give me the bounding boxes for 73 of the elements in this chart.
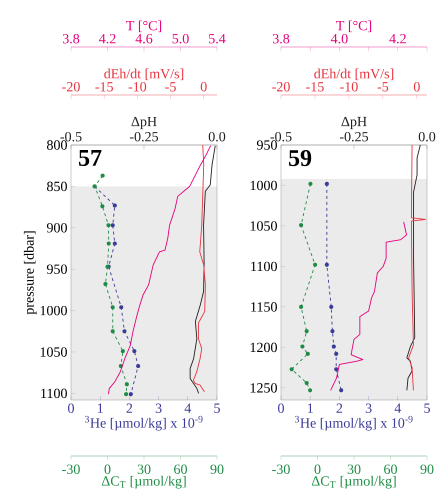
- x-tick-label: 0: [104, 464, 110, 474]
- x-tick-label: 60: [384, 464, 397, 474]
- x-tick-label: -5: [165, 82, 176, 92]
- x-tick-label: -15: [306, 82, 324, 92]
- x2-tick-label: -0.5: [60, 132, 82, 142]
- y-tick-label: 1250: [250, 383, 277, 393]
- x-tick-label: -10: [340, 82, 358, 92]
- x-tick-label: 30: [348, 464, 360, 474]
- x-tick-label: 4: [394, 404, 402, 413]
- x-tick-label: 0: [68, 404, 74, 413]
- x2-axis-title: T [°C]: [336, 20, 372, 32]
- y-tick-label: 900: [46, 223, 67, 233]
- y-tick-label: 1050: [40, 347, 67, 357]
- x-axis-title: $^{3}$He [µmol/kg] x 10$^{-9}$: [84, 416, 203, 431]
- x2-tick-label: -0.25: [130, 132, 158, 142]
- x2-tick-label: 0.0: [208, 132, 226, 142]
- x-axis-title: dEh/dt [mV/s]: [314, 68, 394, 80]
- x-tick-label: -5: [378, 82, 388, 92]
- x-tick-label: 3: [156, 404, 162, 413]
- x-axis-title: ΔC$_{T}$ [µmol/kg]: [312, 476, 396, 489]
- x2-tick-label: 4.6: [136, 34, 152, 44]
- annotation: 57: [78, 150, 102, 166]
- x-tick-label: 4: [184, 404, 192, 413]
- annotation: 59: [289, 150, 312, 166]
- x-tick-label: -20: [272, 82, 290, 92]
- x-tick-label: 0: [314, 464, 320, 474]
- y-tick-label: 1000: [250, 180, 277, 190]
- x-tick-label: 90: [420, 464, 434, 474]
- x2-axis-title: ΔpH: [131, 116, 157, 130]
- x2-tick-label: 3.8: [272, 34, 290, 44]
- x2-tick-label: -0.25: [340, 132, 368, 142]
- y-tick-label: 950: [46, 264, 67, 274]
- x-tick-label: 0: [200, 82, 207, 92]
- x2-tick-label: 3.8: [62, 34, 80, 44]
- x-tick-label: -30: [62, 464, 80, 474]
- x-tick-label: 1: [98, 404, 103, 413]
- x-axis-title: ΔC$_{T}$ [µmol/kg]: [102, 476, 186, 489]
- x-tick-label: -30: [272, 464, 290, 474]
- y-tick-label: 1100: [41, 388, 67, 398]
- y-tick-label: 1200: [250, 342, 277, 352]
- x-tick-label: 60: [174, 464, 187, 474]
- x-tick-label: -15: [95, 82, 113, 92]
- x2-tick-label: 4.2: [389, 34, 406, 44]
- y-tick-label: 1000: [40, 306, 67, 316]
- y-axis-title: pressure [dbar]: [24, 231, 37, 314]
- x-tick-label: 0: [414, 82, 420, 92]
- y-tick-label: 950: [256, 140, 277, 150]
- x-tick-label: -10: [128, 82, 146, 92]
- x-tick-label: 3: [366, 404, 372, 413]
- x-tick-label: 5: [214, 404, 220, 413]
- x-tick-label: 0: [278, 404, 284, 413]
- x-tick-label: -20: [62, 82, 80, 92]
- x2-tick-label: 0.0: [418, 132, 436, 142]
- y-tick-label: 1150: [251, 302, 277, 312]
- x2-axis-title: T [°C]: [126, 20, 162, 32]
- x2-tick-label: 4.0: [330, 34, 348, 44]
- x-tick-label: 5: [424, 404, 430, 413]
- y-tick-label: 1100: [251, 262, 277, 272]
- x2-axis-title: ΔpH: [341, 116, 367, 130]
- x2-tick-label: -0.5: [270, 132, 292, 142]
- x-tick-label: 2: [336, 404, 342, 413]
- x-axis-title: $^{3}$He [µmol/kg] x 10$^{-9}$: [295, 416, 413, 431]
- x-tick-label: 2: [126, 404, 132, 413]
- x-tick-label: 1: [308, 404, 313, 413]
- x-tick-label: 90: [210, 464, 224, 474]
- y-tick-label: 1050: [250, 221, 277, 231]
- x-tick-label: 30: [138, 464, 150, 474]
- y-tick-label: 800: [47, 140, 67, 150]
- x2-tick-label: 5.4: [209, 34, 226, 44]
- x2-tick-label: 4.2: [99, 34, 116, 44]
- x2-tick-label: 5.0: [172, 34, 189, 44]
- x-axis-title: dEh/dt [mV/s]: [104, 68, 184, 80]
- y-tick-label: 850: [47, 182, 67, 192]
